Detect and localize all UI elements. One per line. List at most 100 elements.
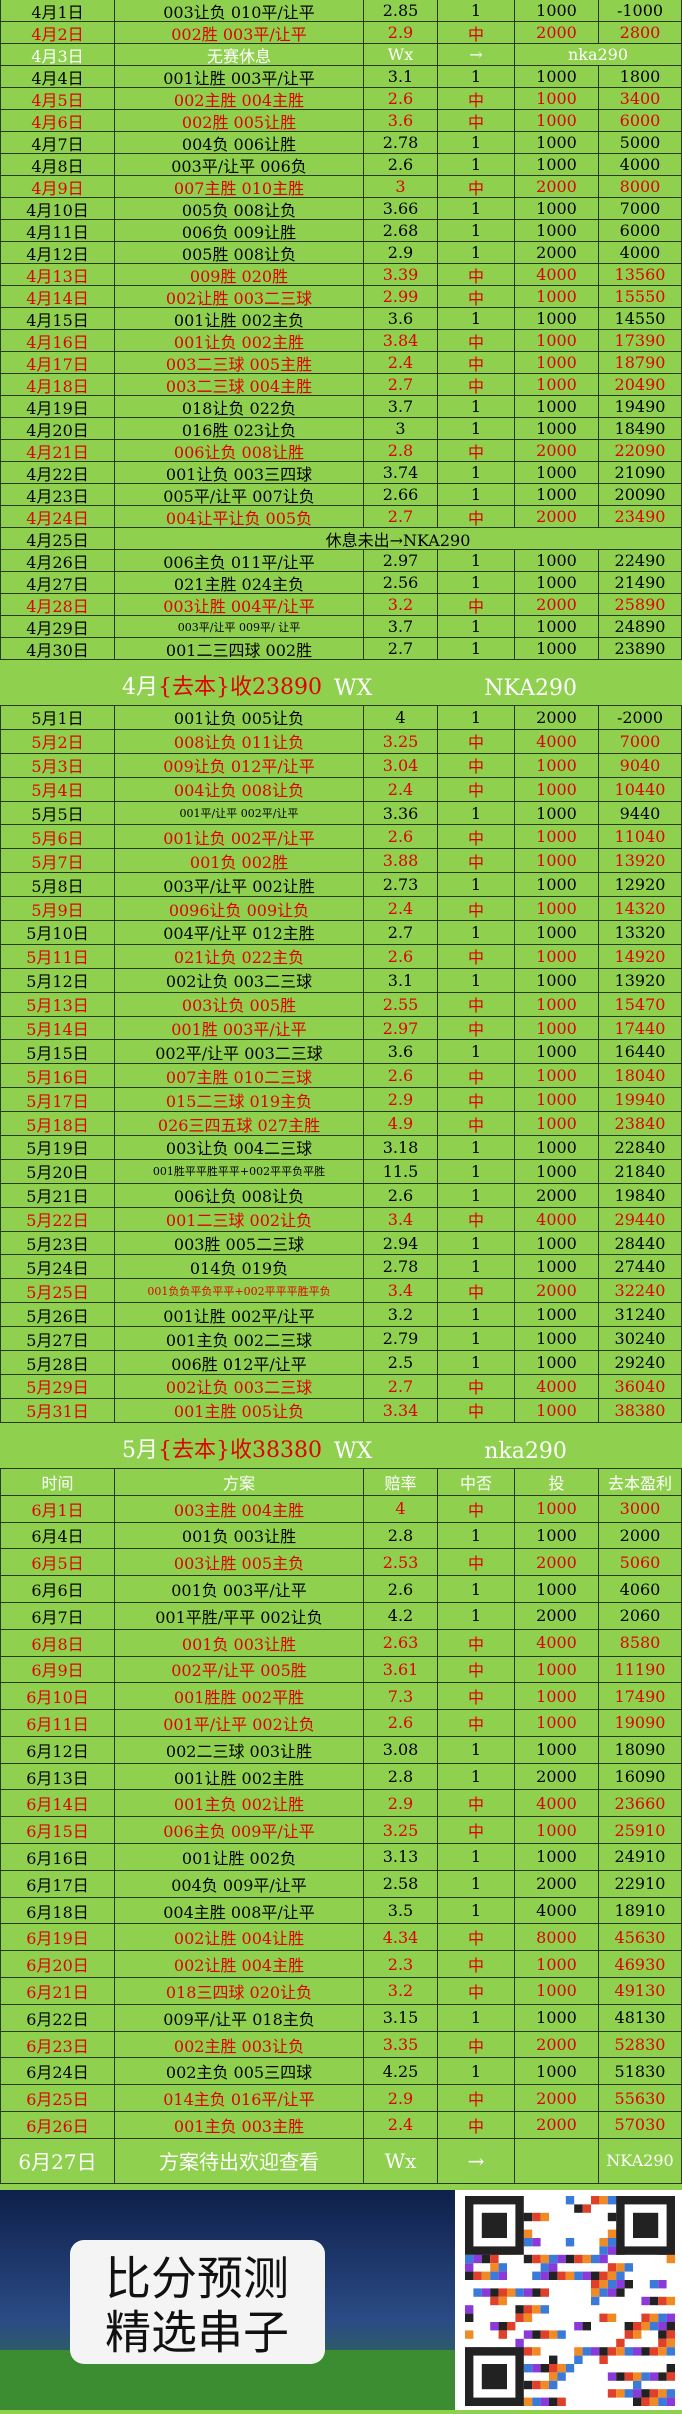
date-cell: 6月10日: [0, 1683, 115, 1711]
value-cell: 3.6: [364, 110, 438, 132]
value-cell: 中: [438, 753, 515, 778]
qr-module: [532, 2347, 541, 2356]
qr-module: [498, 2322, 507, 2331]
date-cell: 4月9日: [0, 176, 115, 198]
footer-cell: Wx: [364, 2138, 438, 2184]
header-cell: 方案: [115, 1468, 364, 1496]
qr-module: [666, 2313, 675, 2322]
qr-module: [481, 2288, 491, 2297]
qr-module: [540, 2212, 549, 2222]
plan-cell: 003二三球 005主胜: [115, 352, 364, 374]
value-cell: 中: [438, 88, 515, 110]
value-cell: 15550: [599, 286, 682, 308]
date-cell: 4月27日: [0, 572, 115, 594]
value-cell: 1000: [515, 374, 599, 396]
value-cell: 24910: [599, 1844, 682, 1871]
qr-module: [658, 2389, 667, 2398]
qr-module: [523, 2347, 533, 2356]
value-cell: 3.74: [364, 462, 438, 484]
date-cell: 6月22日: [0, 2004, 115, 2032]
table-row: 5月7日 001负 002胜 3.88 中 1000 13920: [0, 849, 682, 874]
value-cell: 中: [438, 1064, 515, 1089]
plan-cell: 001让胜 002平/让平: [115, 1303, 364, 1328]
value-cell: 4000: [599, 154, 682, 176]
plan-cell: 001主负 002让胜: [115, 1790, 364, 1818]
date-cell: 6月13日: [0, 1763, 115, 1791]
qr-module: [658, 2330, 667, 2339]
table-row: 5月20日 001胜平平胜平平+002平平负平胜 11.5 1 1000 21840: [0, 1159, 682, 1184]
value-cell: 3.7: [364, 616, 438, 638]
value-cell: 2000: [515, 242, 599, 264]
table-row: 4月22日 001让负 003三四球 3.74 1 1000 21090: [0, 462, 682, 484]
qr-module: [490, 2271, 499, 2280]
qr-module: [658, 2280, 667, 2289]
value-cell: 4000: [515, 1374, 599, 1399]
table-row: 5月14日 001胜 003平/让平 2.97 中 1000 17440: [0, 1016, 682, 1041]
value-cell: 5060: [599, 1549, 682, 1577]
qr-module: [465, 2305, 474, 2314]
value-cell: 3.7: [364, 396, 438, 418]
qr-module: [523, 2364, 533, 2373]
value-cell: 12920: [599, 873, 682, 898]
date-cell: 4月17日: [0, 352, 115, 374]
footer-row: 6月27日 方案待出欢迎查看 Wx → NKA290: [0, 2138, 682, 2184]
date-cell: 4月23日: [0, 484, 115, 506]
value-cell: 中: [438, 1495, 515, 1523]
qr-module: [599, 2238, 608, 2247]
qr-module: [607, 2271, 617, 2280]
table-row: 5月31日 001主胜 005让负 3.34 中 1000 38380: [0, 1398, 682, 1423]
table-row: 4月10日 005负 008让负 3.66 1 1000 7000: [0, 198, 682, 220]
qr-module: [633, 2380, 642, 2390]
table-row: 4月9日 007主胜 010主胜 3 中 2000 8000: [0, 176, 682, 198]
qr-module: [633, 2397, 642, 2406]
table-row: 5月21日 006让负 008让负 2.6 1 2000 19840: [0, 1183, 682, 1208]
date-cell: 5月26日: [0, 1303, 115, 1328]
value-cell: 1000: [515, 1817, 599, 1845]
value-cell: 2.6: [364, 944, 438, 969]
plan-cell: 002胜 005让胜: [115, 110, 364, 132]
date-cell: 6月7日: [0, 1602, 115, 1630]
value-cell: 1: [438, 801, 515, 826]
table-row: 6月4日 001负 003让胜 2.8 1 1000 2000: [0, 1522, 682, 1550]
plan-cell: 006让负 008让负: [115, 1183, 364, 1208]
qr-module: [532, 2397, 541, 2406]
qr-module: [599, 2196, 608, 2205]
value-cell: 5000: [599, 132, 682, 154]
value-cell: 2000: [515, 2085, 599, 2113]
value-cell: 31240: [599, 1303, 682, 1328]
qr-module: [532, 2254, 541, 2264]
qr-module: [649, 2280, 659, 2289]
qr-module: [624, 2389, 633, 2398]
date-cell: 4月6日: [0, 110, 115, 132]
date-cell: 5月22日: [0, 1207, 115, 1232]
date-cell: 4月7日: [0, 132, 115, 154]
table-row: 5月4日 004让负 008让负 2.4 中 1000 10440: [0, 777, 682, 802]
table-row: 4月13日 009胜 020胜 3.39 中 4000 13560: [0, 264, 682, 286]
plan-cell: 006主负 011平/让平: [115, 550, 364, 572]
value-cell: 中: [438, 506, 515, 528]
date-cell: 4月19日: [0, 396, 115, 418]
value-cell: 13320: [599, 921, 682, 945]
table-row: 6月24日 002主负 005三四球 4.25 1 1000 51830: [0, 2058, 682, 2086]
value-cell: 1: [438, 1136, 515, 1160]
qr-module: [557, 2271, 566, 2280]
qr-module: [540, 2380, 549, 2390]
value-cell: 1: [438, 1576, 515, 1603]
value-cell: 2.66: [364, 484, 438, 506]
plan-cell: 001让负 002平/让平: [115, 825, 364, 850]
value-cell: 1000: [515, 873, 599, 898]
table-row: 6月14日 001主负 002让胜 2.9 中 4000 23660: [0, 1790, 682, 1818]
value-cell: 中: [438, 330, 515, 352]
date-cell: 5月4日: [0, 777, 115, 802]
qr-module: [649, 2397, 659, 2406]
plan-cell: 002主负 005三四球: [115, 2058, 364, 2086]
qr-module: [473, 2271, 482, 2280]
date-cell: 5月23日: [0, 1231, 115, 1256]
qr-module: [666, 2389, 675, 2398]
date-cell: 4月8日: [0, 154, 115, 176]
qr-module: [557, 2364, 566, 2373]
plan-cell: 003让负 010平/让平: [115, 0, 364, 22]
value-cell: 2000: [515, 2112, 599, 2139]
value-cell: 3.15: [364, 2004, 438, 2032]
value-cell: 7.3: [364, 1683, 438, 1711]
